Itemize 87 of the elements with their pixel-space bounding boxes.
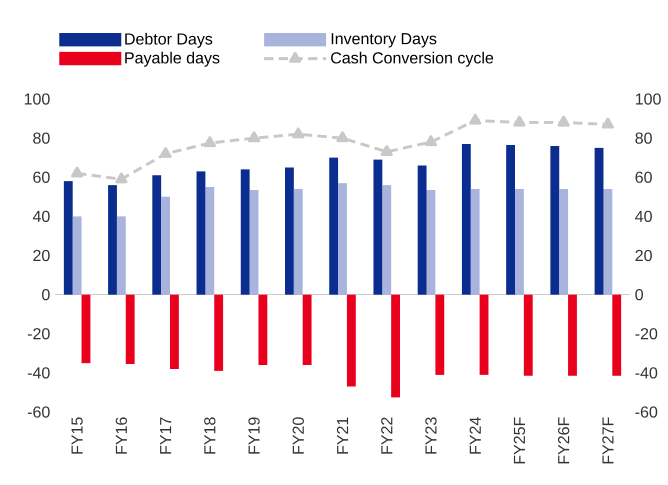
x-tick-label: FY27F	[602, 417, 614, 464]
bar	[72, 216, 82, 295]
y2-tick-label: 80	[635, 132, 652, 144]
bar	[346, 294, 356, 387]
bar	[108, 185, 117, 295]
x-tick-label: FY19	[248, 417, 260, 454]
point	[602, 118, 614, 129]
bar	[82, 294, 90, 364]
x-tick-label: FY22	[381, 418, 392, 454]
bar	[196, 171, 206, 295]
legend-label: Debtor Days	[125, 32, 212, 48]
bar	[116, 216, 126, 295]
bar	[418, 166, 427, 295]
bar	[515, 188, 524, 295]
x-tick-label: FY21	[336, 417, 348, 454]
point	[159, 146, 172, 158]
bar	[480, 294, 488, 375]
bar	[426, 190, 436, 295]
x-tick-label: FY16	[116, 417, 128, 454]
x-tick-label: FY18	[204, 417, 216, 454]
y-tick-label: -20	[28, 328, 50, 340]
bar	[285, 167, 294, 295]
bar	[152, 175, 162, 295]
x-tick-label: FY17	[160, 418, 172, 454]
y2-tick-label: 100	[636, 93, 661, 105]
point	[204, 136, 216, 148]
point	[380, 145, 393, 156]
y-tick-label: 40	[32, 210, 50, 222]
bar	[550, 146, 560, 295]
point	[292, 127, 304, 138]
y-tick-label: 0	[42, 288, 50, 300]
bar	[568, 294, 577, 376]
y-tick-label: -40	[28, 367, 50, 379]
point	[469, 114, 482, 125]
bar	[240, 169, 250, 295]
bar	[470, 188, 480, 295]
bar	[161, 196, 170, 295]
bar	[170, 294, 179, 369]
bar	[612, 294, 622, 376]
bar	[64, 181, 73, 295]
y2-tick-label: 0	[635, 288, 643, 300]
bar	[258, 294, 268, 366]
y2-tick-label: 40	[635, 210, 652, 222]
y2-tick-label: -20	[635, 328, 658, 340]
point	[71, 166, 84, 178]
bar	[594, 148, 604, 295]
x-tick-label: FY25F	[514, 417, 526, 464]
legend-label: Payable days	[125, 52, 220, 67]
point	[336, 131, 349, 142]
point	[558, 116, 570, 127]
y-tick-label: 60	[33, 172, 50, 183]
x-tick-label: FY15	[72, 417, 83, 454]
y2-tick-label: 20	[636, 250, 652, 262]
bar	[391, 294, 400, 398]
bar	[559, 188, 568, 295]
bar	[338, 183, 347, 295]
y-tick-label: 20	[33, 250, 50, 262]
bar	[506, 144, 515, 295]
bar	[205, 187, 214, 295]
bar	[214, 294, 224, 371]
bar	[294, 188, 303, 295]
y-tick-label: 80	[33, 132, 50, 144]
y2-tick-label: -60	[635, 406, 658, 418]
bar	[435, 294, 444, 375]
x-tick-label: FY26F	[558, 417, 570, 464]
y-tick-label: 100	[24, 93, 50, 105]
x-tick-label: FY23	[425, 417, 437, 454]
x-tick-label: FY20	[292, 417, 304, 454]
legend-label: Cash Conversion cycle	[331, 52, 494, 67]
y-tick-label: -60	[28, 406, 50, 418]
bar	[382, 185, 392, 295]
bar	[373, 160, 382, 295]
bar	[302, 294, 312, 366]
x-tick-label: FY24	[470, 417, 481, 454]
bar	[329, 158, 338, 295]
point	[115, 172, 128, 184]
bar	[250, 190, 258, 295]
point	[513, 116, 526, 127]
point	[424, 135, 438, 146]
bar	[462, 144, 471, 295]
y2-tick-label: 60	[636, 172, 652, 183]
bar	[126, 294, 135, 364]
legend-label: Inventory Days	[332, 33, 436, 48]
y2-tick-label: -40	[635, 367, 658, 379]
bar	[524, 294, 533, 376]
bar	[603, 188, 612, 295]
point	[248, 131, 260, 142]
